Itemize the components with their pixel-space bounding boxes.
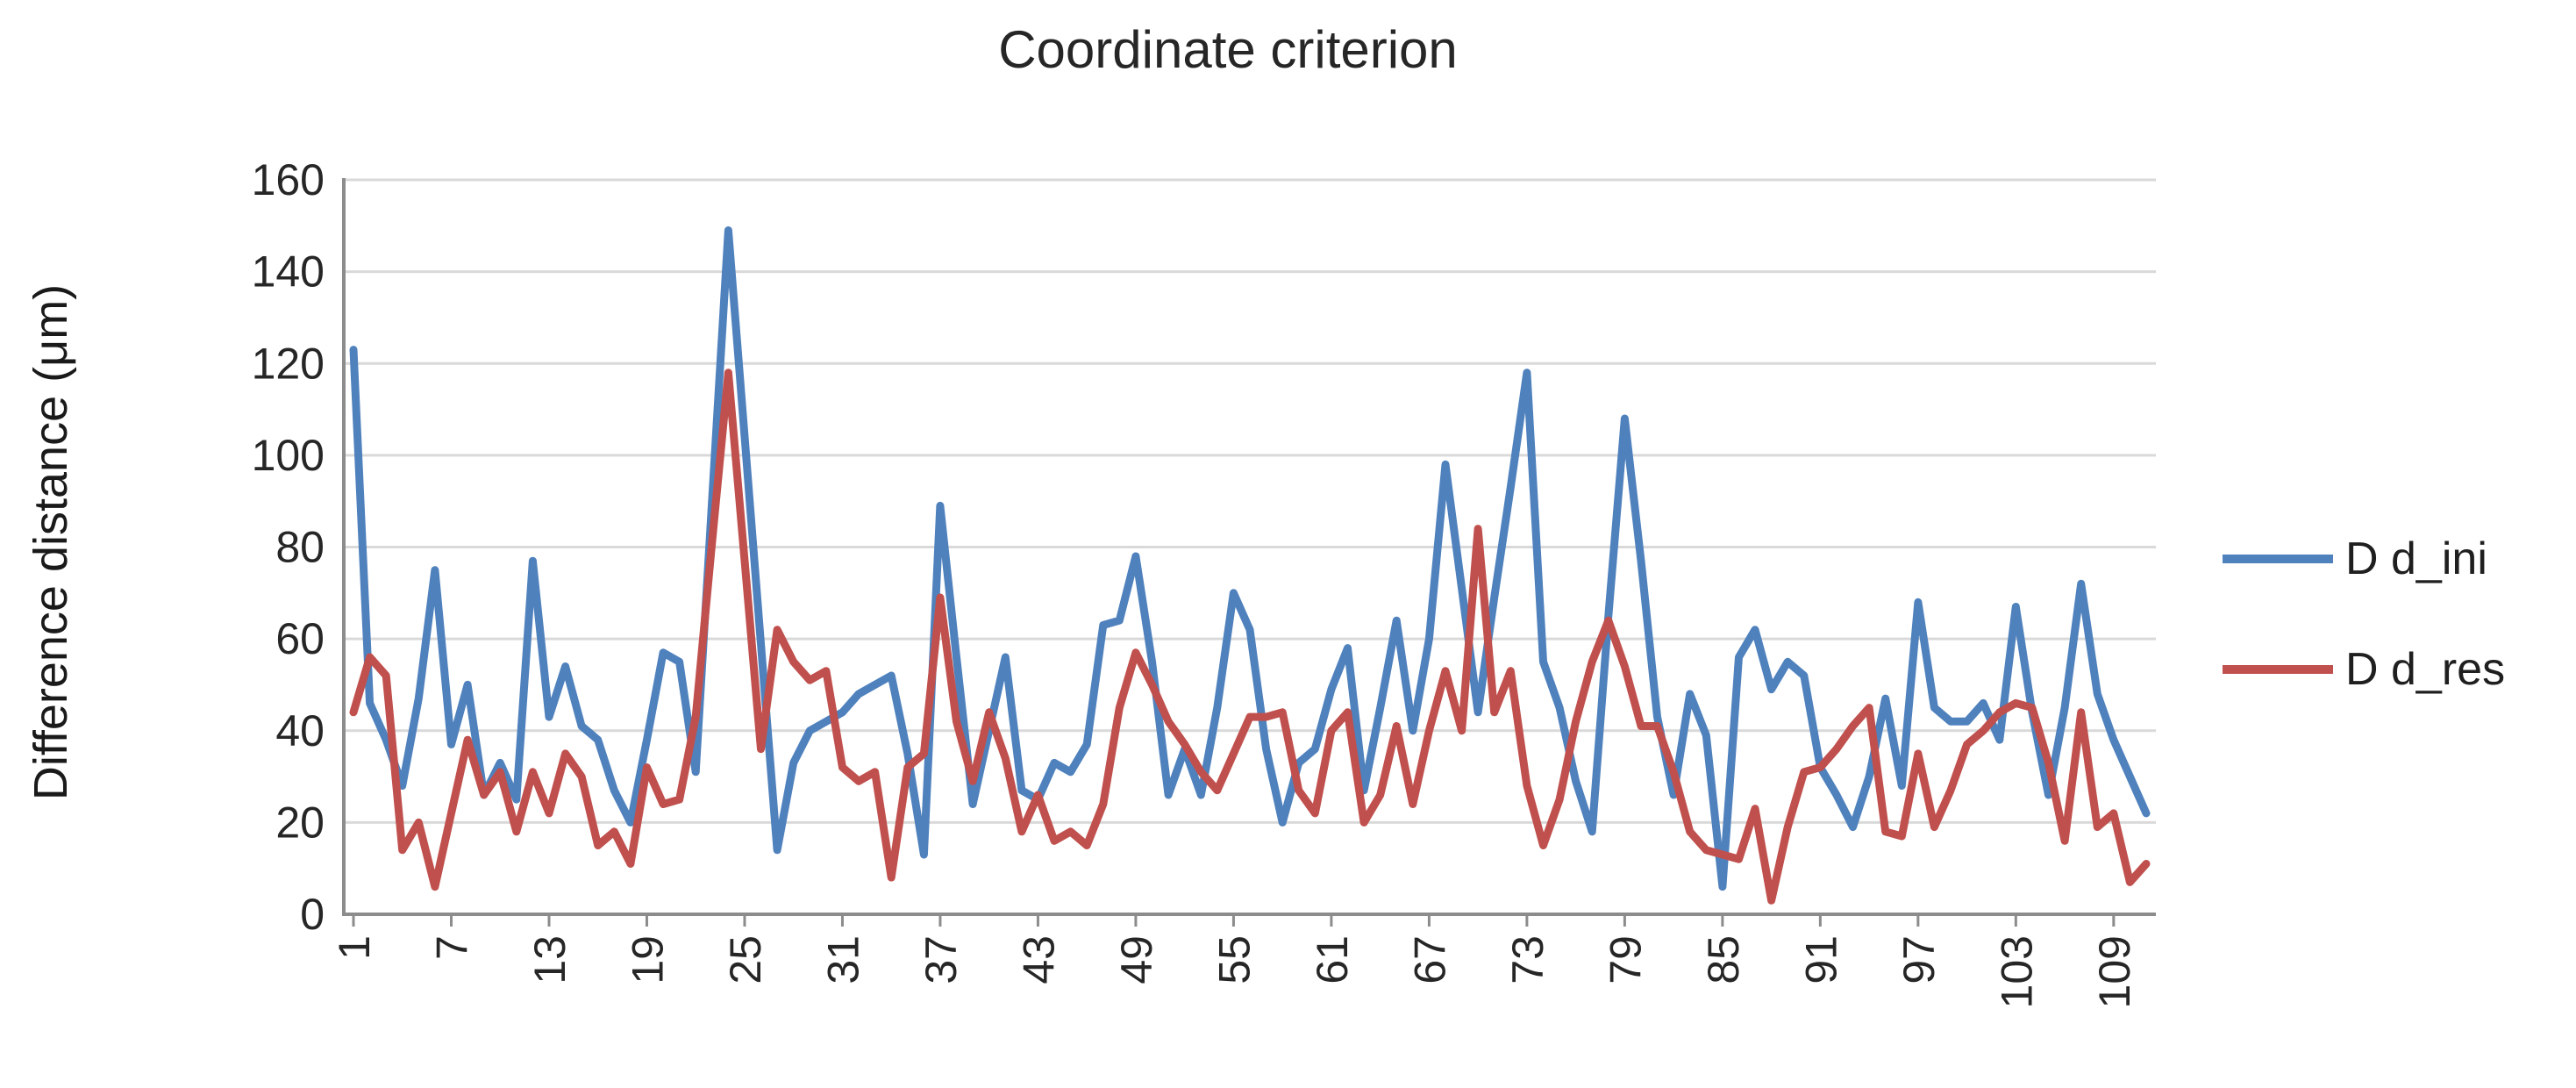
y-tick-label: 140 — [252, 247, 325, 297]
y-tick-label: 80 — [275, 523, 325, 572]
legend-label: D d_ini — [2345, 533, 2487, 584]
y-tick-label: 60 — [275, 614, 325, 663]
x-tick-label: 103 — [1992, 935, 2041, 1008]
legend-label: D d_res — [2345, 644, 2506, 695]
x-tick-label: 43 — [1014, 935, 1063, 984]
y-tick-label: 100 — [252, 431, 325, 480]
x-tick-label: 91 — [1796, 935, 1845, 984]
x-tick-label: 73 — [1503, 935, 1552, 984]
series-line-d-d-ini — [349, 226, 2151, 891]
x-tick-label: 49 — [1112, 935, 1161, 984]
y-tick-label: 120 — [252, 339, 325, 388]
legend-item-d-res: D d_res — [2223, 641, 2505, 698]
series-line-icon — [2223, 665, 2333, 674]
x-tick-label: 109 — [2090, 935, 2139, 1008]
x-tick-label: 25 — [721, 935, 770, 984]
y-tick-label: 40 — [275, 706, 325, 755]
chart-title: Coordinate criterion — [998, 20, 1458, 79]
legend-item-d-ini: D d_ini — [2223, 530, 2505, 588]
x-tick-label: 37 — [917, 935, 966, 984]
x-tick-label: 97 — [1895, 935, 1944, 984]
x-tick-label: 61 — [1308, 935, 1357, 984]
legend: D d_ini D d_res — [2223, 530, 2505, 751]
x-tick-label: 85 — [1699, 935, 1748, 984]
series-line-d-d-res — [349, 369, 2151, 905]
x-tick-label: 19 — [623, 935, 672, 984]
x-tick-label: 13 — [525, 935, 574, 984]
x-tick-label: 79 — [1601, 935, 1650, 984]
x-tick-label: 1 — [330, 935, 379, 960]
x-tick-label: 55 — [1210, 935, 1259, 984]
y-tick-label: 20 — [275, 798, 325, 847]
y-tick-label: 160 — [252, 155, 325, 204]
x-tick-label: 31 — [818, 935, 867, 984]
y-tick-label: 0 — [300, 890, 325, 939]
x-tick-label: 67 — [1405, 935, 1454, 984]
series-line-icon — [2223, 555, 2333, 563]
x-tick-label: 7 — [427, 935, 476, 960]
